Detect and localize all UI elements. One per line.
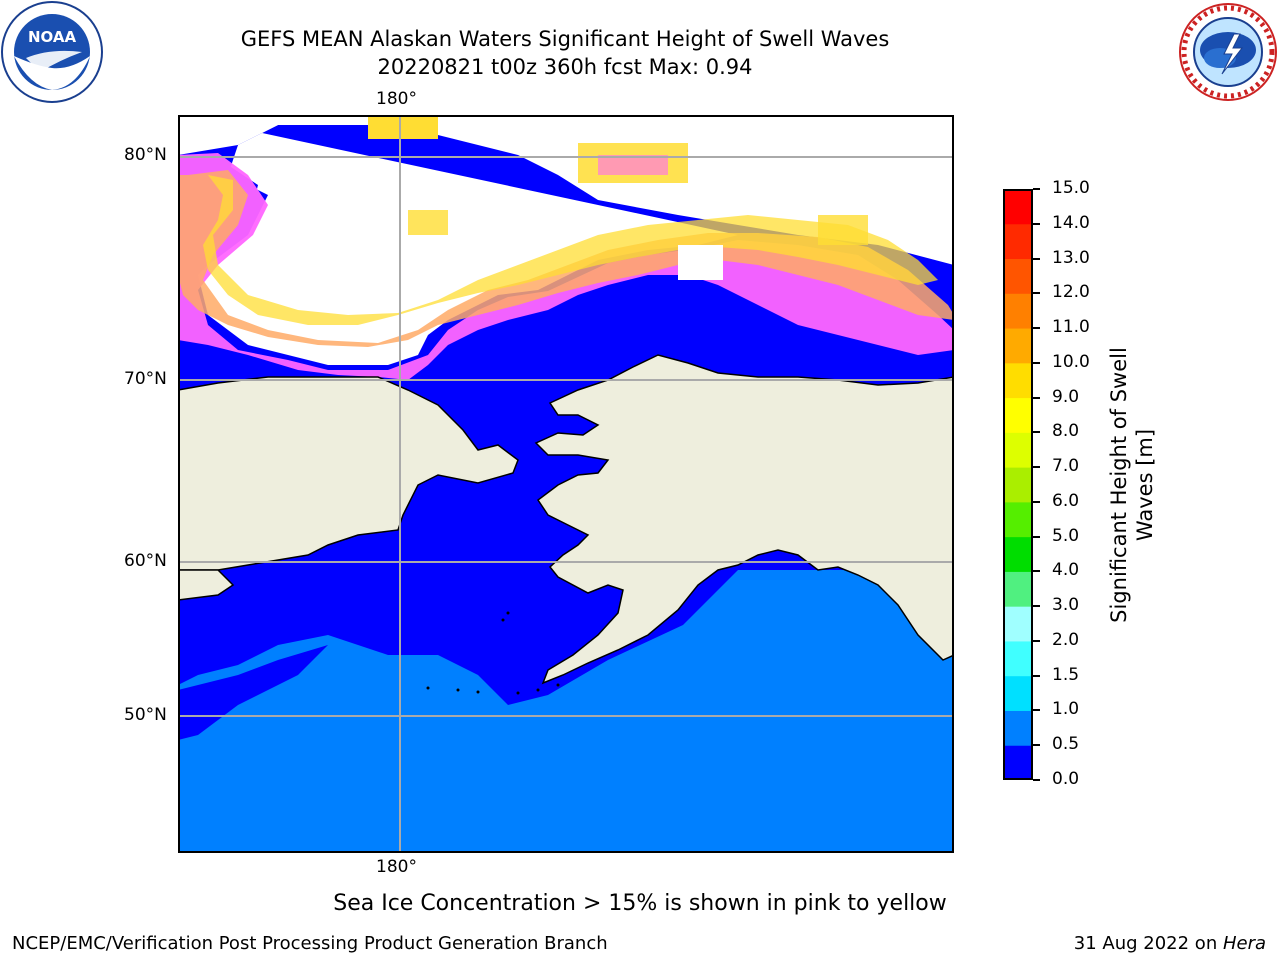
- footer-date: 31 Aug 2022 on Hera: [1074, 933, 1266, 954]
- colorbar-tick-label: 1.0: [1052, 699, 1080, 720]
- colorbar-tick-label: 15.0: [1052, 178, 1090, 198]
- map-svg: [178, 115, 954, 853]
- colorbar-segment: [1003, 536, 1033, 572]
- colorbar-tick-label: 1.5: [1052, 664, 1080, 685]
- colorbar-tick-label: 4.0: [1052, 560, 1080, 581]
- colorbar-segment: [1003, 293, 1033, 329]
- sea-ice-caption: Sea Ice Concentration > 15% is shown in …: [333, 891, 947, 916]
- colorbar-tick-mark: [1033, 396, 1040, 399]
- colorbar-segment: [1003, 397, 1033, 433]
- colorbar-segment: [1003, 258, 1033, 294]
- colorbar-tick-mark: [1033, 779, 1040, 781]
- colorbar-tick-mark: [1033, 535, 1040, 538]
- nws-logo: [1176, 0, 1280, 104]
- map-panel: [178, 115, 954, 853]
- colorbar-tick-mark: [1033, 674, 1040, 677]
- colorbar-segment: [1003, 571, 1033, 607]
- colorbar-segment: [1003, 606, 1033, 642]
- colorbar-tick-label: 12.0: [1052, 282, 1090, 303]
- colorbar: [1003, 189, 1033, 781]
- colorbar-tick-label: 8.0: [1052, 421, 1080, 442]
- colorbar-segment: [1003, 223, 1033, 260]
- colorbar-tick-label: 5.0: [1052, 525, 1080, 546]
- colorbar-segment: [1003, 189, 1033, 225]
- colorbar-segment: [1003, 432, 1033, 468]
- colorbar-segment: [1003, 467, 1033, 503]
- colorbar-tick-mark: [1033, 709, 1040, 712]
- colorbar-tick-label: 7.0: [1052, 456, 1080, 477]
- colorbar-segment: [1003, 501, 1033, 538]
- colorbar-tick-mark: [1033, 292, 1040, 295]
- colorbar-tick-mark: [1033, 500, 1040, 503]
- lat-label-70: 70°N: [124, 369, 167, 389]
- colorbar-segment: [1003, 362, 1033, 399]
- noaa-logo-text: NOAA: [28, 28, 77, 46]
- colorbar-tick-mark: [1033, 605, 1040, 608]
- footer-date-text: 31 Aug 2022 on: [1073, 933, 1223, 954]
- colorbar-segment: [1003, 675, 1033, 711]
- colorbar-tick-label: 0.5: [1052, 734, 1080, 755]
- colorbar-tick-label: 10.0: [1052, 351, 1090, 372]
- land-alaska: [534, 354, 954, 685]
- lat-label-50: 50°N: [124, 705, 167, 725]
- colorbar-tick-label: 3.0: [1052, 595, 1080, 616]
- colorbar-segment: [1003, 745, 1033, 781]
- footer-host: Hera: [1222, 933, 1266, 954]
- lon-label-bottom: 180°: [376, 857, 417, 877]
- colorbar-tick-mark: [1033, 361, 1040, 364]
- colorbar-tick-label: 0.0: [1052, 769, 1080, 789]
- colorbar-tick-label: 11.0: [1052, 317, 1090, 338]
- lon-label-top: 180°: [376, 89, 417, 109]
- graticule: [178, 115, 954, 853]
- colorbar-label: Significant Height of Swell Waves [m]: [1107, 347, 1157, 623]
- colorbar-tick-label: 14.0: [1052, 212, 1090, 233]
- colorbar-tick-label: 6.0: [1052, 490, 1080, 511]
- footer-branch: NCEP/EMC/Verification Post Processing Pr…: [12, 933, 608, 954]
- colorbar-tick-mark: [1033, 744, 1040, 747]
- chart-title: GEFS MEAN Alaskan Waters Significant Hei…: [240, 27, 890, 51]
- chart-subtitle: 20220821 t00z 360h fcst Max: 0.94: [377, 55, 753, 79]
- colorbar-tick-label: 13.0: [1052, 247, 1090, 268]
- colorbar-segment: [1003, 640, 1033, 677]
- colorbar-tick-mark: [1033, 466, 1040, 469]
- colorbar-tick-mark: [1033, 222, 1040, 225]
- colorbar-tick-mark: [1033, 570, 1040, 573]
- lat-label-80: 80°N: [124, 145, 167, 165]
- colorbar-tick-label: 2.0: [1052, 629, 1080, 650]
- colorbar-segment: [1003, 710, 1033, 746]
- colorbar-segment: [1003, 328, 1033, 364]
- colorbar-tick-mark: [1033, 431, 1040, 434]
- noaa-logo: NOAA: [0, 0, 104, 104]
- colorbar-tick-label: 9.0: [1052, 386, 1080, 407]
- colorbar-svg: [1003, 189, 1033, 781]
- colorbar-tick-mark: [1033, 639, 1040, 642]
- colorbar-tick-mark: [1033, 257, 1040, 260]
- lat-label-60: 60°N: [124, 551, 167, 571]
- colorbar-tick-mark: [1033, 188, 1040, 190]
- land-chukotka: [178, 376, 519, 571]
- colorbar-tick-mark: [1033, 327, 1040, 330]
